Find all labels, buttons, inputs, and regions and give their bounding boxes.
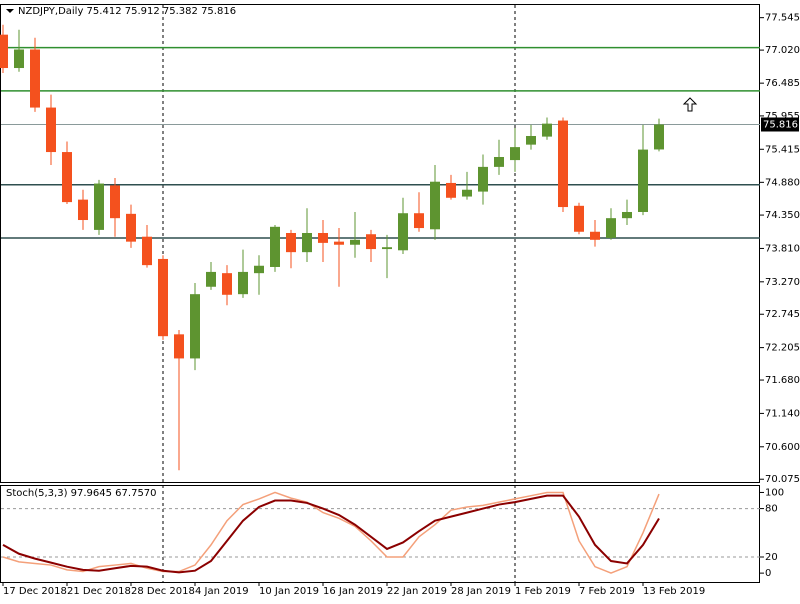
- candle-body: [526, 135, 536, 145]
- indicator-title: Stoch(5,3,3) 97.9645 67.7570: [6, 488, 157, 499]
- y-tick-label: 77.020: [765, 45, 800, 56]
- candle-body: [126, 213, 136, 242]
- candle-body: [430, 181, 440, 230]
- y-tick-label: 75.955: [765, 111, 800, 122]
- candle-body: [606, 218, 616, 238]
- candle-body: [286, 232, 296, 253]
- menu-triangle: [6, 9, 14, 13]
- candle-body: [542, 123, 552, 137]
- candle-body: [414, 213, 424, 229]
- candle-body: [558, 120, 568, 208]
- candle-body: [462, 189, 472, 197]
- candle-body: [0, 34, 8, 69]
- stoch-line: [2, 494, 660, 574]
- x-tick-label: 16 Jan 2019: [323, 586, 383, 597]
- candle-body: [270, 226, 280, 267]
- candle-body: [510, 147, 520, 161]
- candle-body: [14, 49, 24, 69]
- indicator-frame: [0, 485, 760, 583]
- y-tick-label: 77.545: [765, 13, 800, 24]
- x-tick-label: 7 Feb 2019: [579, 586, 635, 597]
- y-tick-label: 70.075: [765, 474, 800, 485]
- y-tick-label: 73.270: [765, 277, 800, 288]
- candle-body: [398, 213, 408, 251]
- x-tick-label: 10 Jan 2019: [259, 586, 319, 597]
- candle-body: [334, 241, 344, 245]
- candle-body: [142, 236, 152, 266]
- x-tick-label: 4 Jan 2019: [195, 586, 249, 597]
- y-tick-label: 72.205: [765, 343, 800, 354]
- y-tick-label: 76.485: [765, 78, 800, 89]
- candle-body: [78, 199, 88, 221]
- x-tick-label: 1 Feb 2019: [515, 586, 571, 597]
- y-tick-label: 20: [765, 552, 778, 563]
- candle-body: [190, 294, 200, 359]
- last-price-box: [761, 117, 799, 132]
- candle-body: [382, 247, 392, 250]
- candle-body: [446, 182, 456, 198]
- candle-body: [30, 49, 40, 108]
- last-price-label: 75.816: [763, 119, 798, 130]
- candle-body: [110, 185, 120, 219]
- candle-body: [238, 271, 248, 295]
- candle-body: [62, 152, 72, 203]
- candle-body: [222, 273, 232, 295]
- y-tick-label: 71.680: [765, 375, 800, 386]
- y-tick-label: 71.140: [765, 408, 800, 419]
- y-tick-label: 0: [765, 568, 771, 579]
- x-tick-label: 13 Feb 2019: [643, 586, 705, 597]
- candle-body: [318, 232, 328, 243]
- candle-body: [494, 156, 504, 167]
- main-frame: [0, 4, 760, 483]
- x-tick-label: 21 Dec 2018: [67, 586, 131, 597]
- y-tick-label: 73.810: [765, 243, 800, 254]
- candle-body: [254, 265, 264, 274]
- arrow-icon: [682, 97, 698, 112]
- candle-body: [302, 232, 312, 253]
- candle-body: [158, 258, 168, 337]
- candle-body: [46, 107, 56, 153]
- y-tick-label: 70.600: [765, 442, 800, 453]
- x-tick-label: 22 Jan 2019: [387, 586, 447, 597]
- y-tick-label: 80: [765, 504, 778, 515]
- y-tick-label: 75.415: [765, 144, 800, 155]
- chart-title: NZDJPY,Daily 75.412 75.912 75.382 75.816: [18, 6, 236, 17]
- candle-body: [574, 205, 584, 232]
- candle-body: [478, 166, 488, 192]
- x-tick-label: 17 Dec 2018: [3, 586, 67, 597]
- x-tick-label: 28 Dec 2018: [131, 586, 195, 597]
- candle-body: [350, 239, 360, 245]
- x-tick-label: 28 Jan 2019: [451, 586, 511, 597]
- y-tick-label: 74.350: [765, 210, 800, 221]
- y-tick-label: 100: [765, 487, 784, 498]
- candle-body: [654, 124, 664, 150]
- candle-body: [622, 211, 632, 219]
- candle-body: [174, 334, 184, 359]
- y-tick-label: 74.880: [765, 177, 800, 188]
- candle-body: [94, 183, 104, 230]
- candle-body: [590, 231, 600, 240]
- y-tick-label: 72.745: [765, 309, 800, 320]
- candle-body: [638, 149, 648, 212]
- candle-body: [206, 271, 216, 287]
- stoch-line: [2, 491, 660, 574]
- candle-body: [366, 234, 376, 250]
